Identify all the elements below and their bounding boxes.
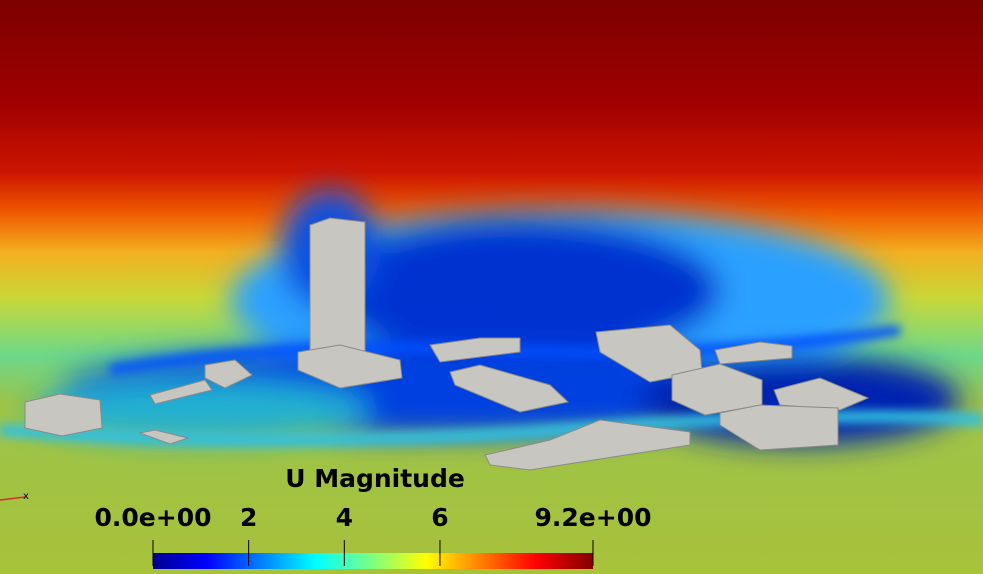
buildings <box>24 217 870 471</box>
axes-triad: x <box>0 491 29 502</box>
colorbar <box>153 553 593 569</box>
colorbar-title: U Magnitude <box>285 464 465 493</box>
axis-label: x <box>23 491 29 502</box>
tick-label: 0.0e+00 <box>95 503 212 532</box>
axis-line <box>0 496 26 501</box>
tick-label: 9.2e+00 <box>535 503 652 532</box>
tick-label: 6 <box>431 503 448 532</box>
tick-label: 2 <box>240 503 257 532</box>
tick-label: 4 <box>336 503 353 532</box>
